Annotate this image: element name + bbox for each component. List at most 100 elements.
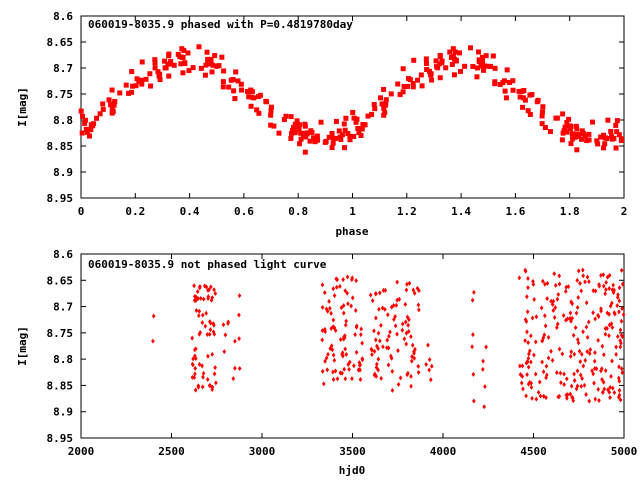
unphased-data-point bbox=[531, 281, 536, 287]
unphased-data-point bbox=[352, 363, 356, 369]
phased-data-point bbox=[356, 130, 362, 136]
phased-data-point bbox=[609, 136, 615, 142]
phased-data-point bbox=[582, 133, 588, 139]
unphased-data-point bbox=[611, 282, 616, 288]
phased-data-point bbox=[78, 108, 84, 114]
phased-data-point bbox=[347, 133, 353, 139]
unphased-data-point bbox=[214, 380, 218, 386]
unphased-data-point bbox=[390, 368, 395, 374]
phased-data-point bbox=[383, 97, 389, 103]
unphased-data-point bbox=[350, 275, 355, 281]
unphased-data-point bbox=[607, 311, 611, 317]
unphased-data-point bbox=[591, 310, 595, 316]
unphased-data-point bbox=[617, 387, 622, 393]
phased-data-point bbox=[437, 75, 443, 81]
phased-data-point bbox=[186, 68, 192, 74]
phased-data-point bbox=[608, 128, 614, 134]
unphased-data-point bbox=[354, 324, 359, 330]
unphased-data-point bbox=[525, 309, 530, 315]
unphased-data-point bbox=[427, 357, 432, 363]
phased-data-point bbox=[256, 110, 262, 116]
phased-data-point bbox=[474, 74, 480, 80]
unphased-data-point bbox=[562, 382, 566, 388]
unphased-data-point bbox=[407, 280, 412, 286]
phased-data-point bbox=[562, 124, 568, 130]
phased-data-point bbox=[401, 83, 407, 89]
unphased-data-point bbox=[376, 346, 380, 352]
unphased-data-point bbox=[526, 364, 531, 370]
unphased-data-point bbox=[588, 347, 593, 353]
phased-data-point bbox=[418, 72, 424, 78]
unphased-data-point bbox=[226, 320, 230, 326]
unphased-data-point bbox=[424, 361, 428, 367]
phased-data-point bbox=[516, 88, 522, 94]
unphased-data-point bbox=[524, 393, 528, 399]
unphased-data-point bbox=[601, 389, 605, 395]
unphased-data-point bbox=[603, 368, 608, 374]
phased-x-tick-label: 0.4 bbox=[180, 205, 200, 218]
unphased-data-point bbox=[599, 272, 603, 278]
phased-data-point bbox=[289, 130, 295, 136]
phased-data-point bbox=[500, 80, 506, 86]
unphased-data-point bbox=[520, 363, 525, 369]
unphased-data-point bbox=[527, 379, 532, 385]
unphased-data-point bbox=[328, 305, 332, 311]
phased-data-point bbox=[429, 77, 435, 83]
phased-data-point bbox=[424, 67, 430, 73]
unphased-data-point bbox=[192, 374, 197, 380]
unphased-data-point bbox=[544, 395, 548, 401]
phased-chart-title: 060019-8035.9 phased with P=0.4819780day bbox=[88, 18, 353, 31]
phased-data-point bbox=[579, 128, 585, 134]
phased-data-point bbox=[109, 106, 115, 112]
unphased-data-point bbox=[381, 287, 386, 293]
unphased-data-point bbox=[233, 338, 237, 344]
unphased-x-tick-label: 3000 bbox=[249, 445, 276, 458]
unphased-data-point bbox=[600, 343, 605, 349]
phased-data-point bbox=[219, 54, 225, 60]
phased-data-point bbox=[298, 130, 304, 136]
unphased-data-point bbox=[553, 305, 558, 311]
phased-data-point bbox=[400, 89, 406, 95]
phased-data-point bbox=[185, 50, 191, 56]
unphased-data-point bbox=[608, 384, 612, 390]
unphased-data-point bbox=[210, 351, 215, 357]
phased-data-point bbox=[79, 113, 85, 119]
unphased-data-point bbox=[575, 337, 580, 343]
unphased-data-point bbox=[544, 375, 548, 381]
unphased-x-tick-label: 4500 bbox=[520, 445, 547, 458]
phased-y-tick-label: 8.75 bbox=[47, 88, 74, 101]
phased-data-point bbox=[415, 77, 421, 83]
unphased-data-point bbox=[571, 398, 576, 404]
unphased-data-point bbox=[561, 312, 566, 318]
unphased-x-tick-label: 5000 bbox=[611, 445, 638, 458]
unphased-data-point bbox=[529, 380, 533, 386]
phased-data-point bbox=[410, 84, 416, 90]
phased-data-point bbox=[254, 107, 260, 113]
unphased-data-point bbox=[544, 363, 549, 369]
phased-data-point bbox=[379, 101, 385, 107]
unphased-data-point bbox=[194, 294, 198, 300]
unphased-data-point bbox=[586, 319, 591, 325]
phased-data-point bbox=[268, 108, 274, 114]
phased-y-tick-label: 8.65 bbox=[47, 36, 74, 49]
phased-data-point bbox=[94, 115, 100, 121]
unphased-data-point bbox=[575, 368, 580, 374]
phased-data-point bbox=[534, 99, 540, 105]
unphased-data-point bbox=[213, 365, 217, 371]
phased-data-point bbox=[171, 62, 177, 68]
unphased-data-point bbox=[403, 319, 408, 325]
phased-data-point bbox=[383, 100, 389, 106]
unphased-data-point bbox=[340, 370, 344, 376]
phased-data-point bbox=[251, 95, 257, 101]
phased-data-point bbox=[539, 109, 545, 115]
unphased-data-point bbox=[338, 283, 342, 289]
phased-data-point bbox=[302, 149, 308, 155]
phased-data-point bbox=[410, 80, 416, 86]
unphased-data-point bbox=[571, 332, 576, 338]
unphased-data-point bbox=[370, 352, 374, 358]
phased-data-point bbox=[97, 111, 103, 117]
unphased-data-point bbox=[210, 295, 215, 301]
unphased-data-point bbox=[212, 371, 217, 377]
unphased-data-point bbox=[584, 392, 588, 398]
unphased-data-point bbox=[532, 297, 537, 303]
